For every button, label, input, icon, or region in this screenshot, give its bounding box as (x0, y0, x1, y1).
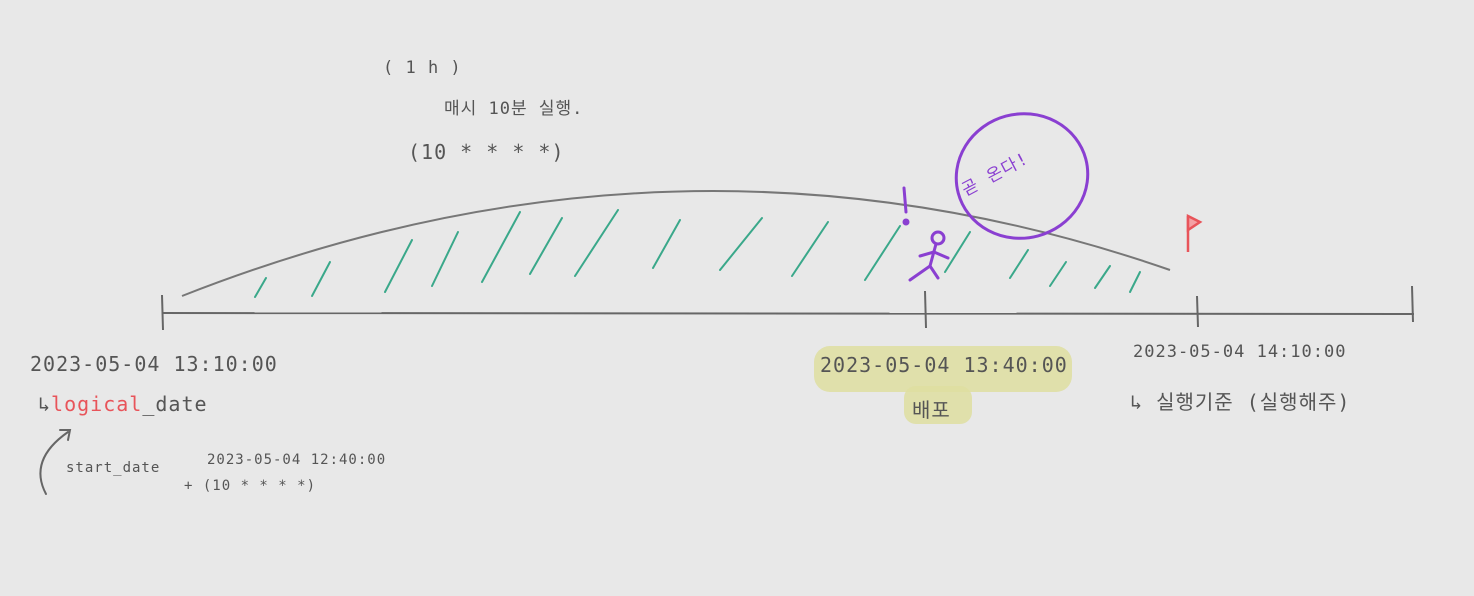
start-date-datetime: 2023-05-04 12:40:00 (207, 452, 387, 468)
start-date-label: start_date (66, 460, 161, 476)
arrow-icon: ↳ (1130, 390, 1144, 414)
red-flag-icon (1186, 213, 1203, 252)
exclamation-icon (902, 186, 910, 226)
timeline-axis (161, 312, 1415, 315)
arrow-icon: ↳ (38, 392, 52, 416)
hatch-marks (254, 209, 1141, 298)
highlight-marker-label (904, 386, 972, 424)
speech-bubble (954, 112, 1090, 240)
stick-figure-icon (908, 230, 950, 282)
tick-1340 (924, 290, 927, 329)
date-suffix: _date (142, 392, 208, 416)
execution-basis-text: 실행기준 (실행해주) (1156, 390, 1351, 414)
curved-arrow-icon (39, 429, 72, 495)
logical-date-label: ↳logical_date (38, 392, 208, 416)
logical-word: logical (51, 392, 143, 416)
highlight-marker (814, 346, 1072, 392)
start-date-cron: + (10 * * * *) (184, 478, 317, 494)
tick-end (1411, 285, 1414, 323)
tick-start (161, 294, 164, 331)
interval-arc (181, 190, 1171, 297)
logical-date-datetime: 2023-05-04 13:10:00 (30, 352, 278, 376)
execution-label: ↳ 실행기준 (실행해주) (1130, 386, 1350, 415)
schedule-cron: (10 * * * *) (408, 140, 565, 164)
schedule-description: 매시 10분 실행. (444, 99, 584, 119)
schedule-interval: ( 1 h ) (383, 58, 462, 78)
execution-datetime: 2023-05-04 14:10:00 (1133, 342, 1347, 362)
deploy-datetime: 2023-05-04 13:40:00 (820, 353, 1068, 377)
deploy-label: 배포 (912, 398, 951, 422)
tick-1410 (1196, 295, 1199, 328)
